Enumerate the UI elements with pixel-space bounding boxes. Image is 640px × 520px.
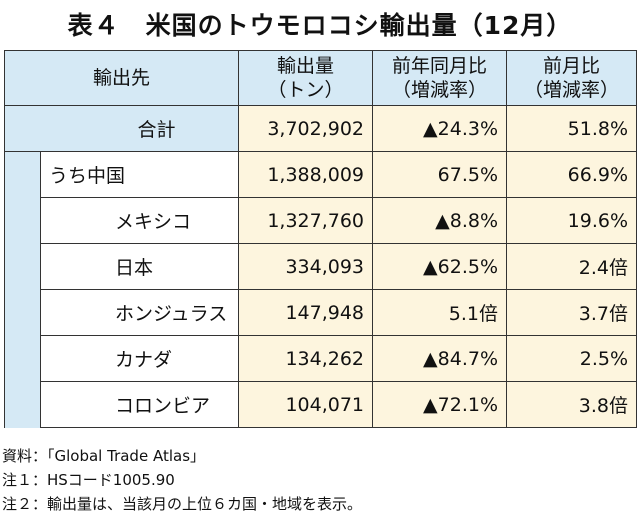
notes: 資料：「Global Trade Atlas」 注１：HSコード1005.90 …	[2, 444, 638, 516]
row-name: 日本	[39, 243, 240, 290]
header-destination: 輸出先	[3, 50, 240, 106]
row-yoy: 5.1倍	[372, 289, 508, 336]
row-mom: 2.4倍	[506, 243, 638, 290]
row-name: ホンジュラス	[39, 289, 240, 336]
note-1: 注１：HSコード1005.90	[2, 471, 175, 489]
header-mom-line2: （増減率）	[524, 79, 620, 101]
row-name: カナダ	[39, 335, 240, 382]
header-mom: 前月比 （増減率）	[506, 50, 638, 106]
table-row: カナダ 134,262 ▲84.7% 2.5%	[5, 335, 638, 382]
row-mom: 2.5%	[506, 335, 638, 382]
header-yoy-line2: （増減率）	[392, 79, 488, 101]
table-row: メキシコ 1,327,760 ▲8.8% 19.6%	[5, 197, 638, 244]
row-name: 合計	[3, 105, 240, 152]
row-quantity: 3,702,902	[238, 105, 374, 152]
table-row: うち中国 1,388,009 67.5% 66.9%	[4, 151, 638, 428]
note-source: 資料：「Global Trade Atlas」	[2, 447, 206, 465]
header-mom-line1: 前月比	[543, 55, 601, 77]
header-yoy-line1: 前年同月比	[392, 55, 488, 77]
header-yoy: 前年同月比 （増減率）	[372, 50, 508, 106]
row-name: メキシコ	[39, 197, 240, 244]
row-quantity: 1,327,760	[238, 197, 374, 244]
row-quantity: 334,093	[238, 243, 374, 290]
table-row: 日本 334,093 ▲62.5% 2.4倍	[5, 243, 638, 290]
header-quantity: 輸出量 （トン）	[238, 50, 374, 106]
row-quantity: 104,071	[238, 381, 374, 428]
row-mom: 3.8倍	[506, 381, 638, 428]
row-yoy: ▲62.5%	[372, 243, 508, 290]
row-yoy: ▲72.1%	[372, 381, 508, 428]
header-quantity-line1: 輸出量	[277, 55, 335, 77]
row-yoy: ▲84.7%	[372, 335, 508, 382]
row-mom: 19.6%	[506, 197, 638, 244]
table-title: 表４ 米国のトウモロコシ輸出量（12月）	[67, 11, 573, 40]
note-2: 注２：輸出量は、当該月の上位６カ国・地域を表示。	[2, 495, 363, 513]
row-mom: 66.9%	[506, 151, 638, 198]
header-row: 輸出先 輸出量 （トン） 前年同月比 （増減率） 前月比 （増減率）	[3, 50, 638, 106]
indent-spacer	[4, 151, 41, 428]
table-row-total: 合計 3,702,902 ▲24.3% 51.8%	[3, 105, 638, 152]
table-row: ホンジュラス 147,948 5.1倍 3.7倍	[5, 289, 638, 336]
row-quantity: 147,948	[238, 289, 374, 336]
export-table: 輸出先 輸出量 （トン） 前年同月比 （増減率） 前月比 （増減率） 合計 3,…	[3, 50, 638, 428]
row-yoy: ▲24.3%	[372, 105, 508, 152]
row-yoy: 67.5%	[372, 151, 508, 198]
row-name: コロンビア	[39, 381, 240, 428]
row-yoy: ▲8.8%	[372, 197, 508, 244]
row-mom: 3.7倍	[506, 289, 638, 336]
row-name: うち中国	[39, 151, 240, 198]
header-quantity-line2: （トン）	[267, 79, 344, 101]
header-destination-label: 輸出先	[93, 67, 151, 89]
row-quantity: 1,388,009	[238, 151, 374, 198]
row-mom: 51.8%	[506, 105, 638, 152]
table-row: コロンビア 104,071 ▲72.1% 3.8倍	[5, 381, 638, 428]
row-quantity: 134,262	[238, 335, 374, 382]
